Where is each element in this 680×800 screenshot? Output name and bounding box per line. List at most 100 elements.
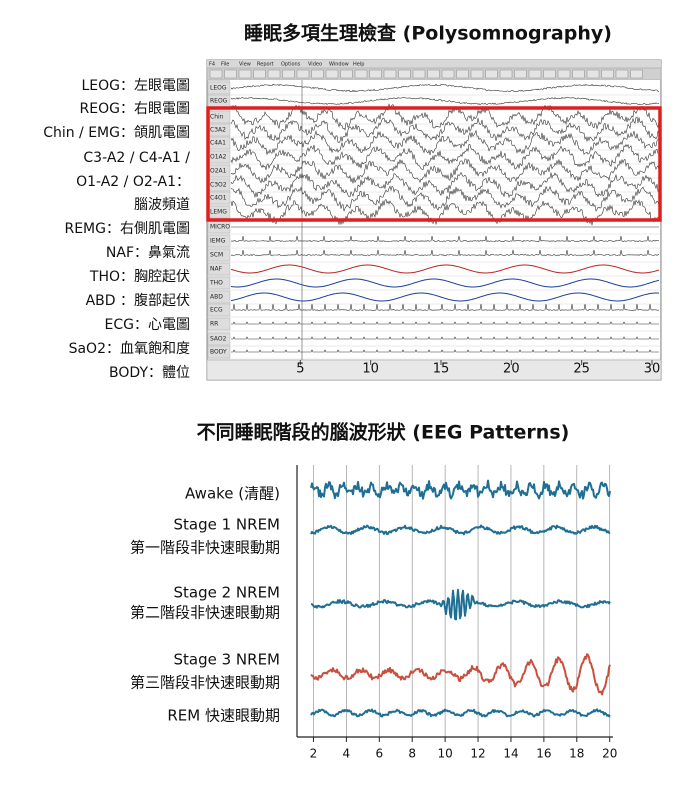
eeg-trace (310, 653, 611, 696)
channel-label: O2A1 (210, 168, 227, 175)
channel-label: BODY (210, 349, 227, 356)
toolbar-button (528, 69, 542, 79)
stage-label: REM 快速眼動期 (167, 707, 280, 725)
toolbar-button (412, 69, 426, 79)
toolbar-button (398, 69, 411, 79)
time-tick-label: 30 (644, 362, 661, 377)
legend-item: REMG：右側肌電圖 (64, 221, 190, 237)
menu-item: View (239, 62, 251, 68)
x-tick-label: 20 (602, 747, 617, 761)
x-tick-label: 6 (375, 747, 383, 761)
toolbar-button (543, 69, 556, 79)
eeg-highlight (206, 106, 662, 222)
channel-label-box (207, 345, 231, 359)
channel-label-box (207, 332, 231, 346)
signal-trace (230, 264, 660, 274)
signal-trace (230, 116, 660, 143)
channel-label: Chin (210, 114, 224, 121)
toolbar-button (238, 69, 252, 79)
eeg-chart: 2 4 6 8 10 12 14 16 18 20 Awake (清醒) Stage 1 NREM 第一… (130, 465, 617, 761)
time-tick-label: 10 (362, 362, 379, 377)
stage-label: Stage 3 NREM (174, 651, 281, 669)
legend-item: ABD ：腹部起伏 (86, 292, 190, 309)
toolbar-button (369, 69, 382, 79)
menu-item: File (221, 62, 229, 68)
top-title: 睡眠多項生理檢查 (Polysomnography) (244, 22, 612, 45)
toolbar-button (296, 69, 310, 79)
eeg-trace (310, 479, 611, 500)
legend-item: C3-A2 / C4-A1 / (83, 150, 190, 166)
legend-item: SaO2：血氧飽和度 (69, 340, 190, 357)
x-tick-label: 12 (470, 747, 485, 761)
signal-trace (230, 249, 660, 257)
signal-trace (230, 185, 660, 212)
legend-item: LEOG：左眼電圖 (81, 78, 190, 94)
toolbar-button (470, 69, 484, 79)
legend: LEOG：左眼電圖 REOG：右眼電圖 Chin / EMG：頜肌電圖 C3-A2 /… (43, 78, 190, 381)
channel-label: LEOG (210, 85, 227, 92)
signal-trace (230, 303, 660, 311)
channel-label: C3A2 (210, 127, 226, 134)
signal-trace (230, 278, 660, 288)
toolbar-button (499, 69, 513, 79)
signal-trace (230, 292, 660, 302)
toolbar-button (267, 69, 281, 79)
menu-item: F4 (209, 62, 215, 68)
channel-label: C3O2 (210, 182, 227, 189)
signal-trace (230, 158, 660, 184)
channel-label: SAO2 (210, 336, 227, 343)
legend-item: THO：胸腔起伏 (89, 269, 190, 285)
toolbar-button (630, 69, 643, 79)
legend-item: NAF：鼻氣流 (106, 244, 190, 261)
channel-label-box (207, 248, 231, 262)
legend-item: ECG：心電圖 (105, 317, 190, 333)
channel-label: MICRO (210, 224, 230, 231)
toolbar-button (311, 69, 324, 79)
toolbar-button (253, 69, 266, 79)
channel-label: LEMG (210, 209, 227, 216)
legend-item: REOG：右眼電圖 (80, 101, 190, 117)
toolbar-button (383, 69, 397, 79)
legend-item: BODY：體位 (109, 365, 190, 381)
signal-trace (230, 83, 660, 93)
eeg-trace (310, 588, 611, 621)
signal-trace (231, 336, 659, 340)
menu-item: Report (257, 62, 274, 68)
x-tick-label: 14 (503, 747, 518, 761)
eeg-trace (310, 708, 611, 718)
legend-item: O1-A2 / O2-A1： (76, 174, 190, 190)
channel-label: O1A2 (210, 154, 227, 161)
time-tick-label: 20 (503, 362, 520, 377)
x-tick-label: 8 (408, 747, 416, 761)
screenshot: F4 File View Report Options Video Window Help LE… (206, 59, 662, 381)
channel-label-box (207, 234, 231, 248)
time-tick-label: 5 (296, 362, 304, 377)
toolbar-button (485, 69, 498, 79)
channel-label: RR (210, 321, 218, 328)
signal-trace (230, 171, 660, 199)
x-tick-label: 16 (536, 747, 551, 761)
toolbar-button (282, 69, 295, 79)
channel-label: SCM (210, 252, 223, 259)
signal-trace (230, 96, 660, 106)
signal-trace (230, 103, 660, 131)
channel-label: NAF (210, 266, 223, 273)
time-tick-label: 25 (573, 362, 590, 377)
toolbar-button (209, 69, 223, 79)
bottom-title: 不同睡眠階段的腦波形狀 (EEG Patterns) (197, 421, 570, 444)
stage-label: Awake (清醒) (185, 485, 280, 503)
toolbar-button (615, 69, 629, 79)
channel-label: ABD (210, 294, 223, 301)
signal-trace (230, 143, 660, 171)
x-tick-label: 2 (310, 747, 318, 761)
menu-item: Help (353, 62, 364, 68)
x-tick-label: 4 (343, 747, 351, 761)
eeg-trace (310, 524, 611, 536)
channel-label-box (207, 262, 231, 276)
channel-label: IEMG (210, 238, 226, 245)
channel-label: THO (209, 280, 223, 287)
x-tick-label: 18 (569, 747, 584, 761)
menu-item: Video (308, 62, 322, 68)
stage-label: 第三階段非快速眼動期 (130, 674, 280, 692)
